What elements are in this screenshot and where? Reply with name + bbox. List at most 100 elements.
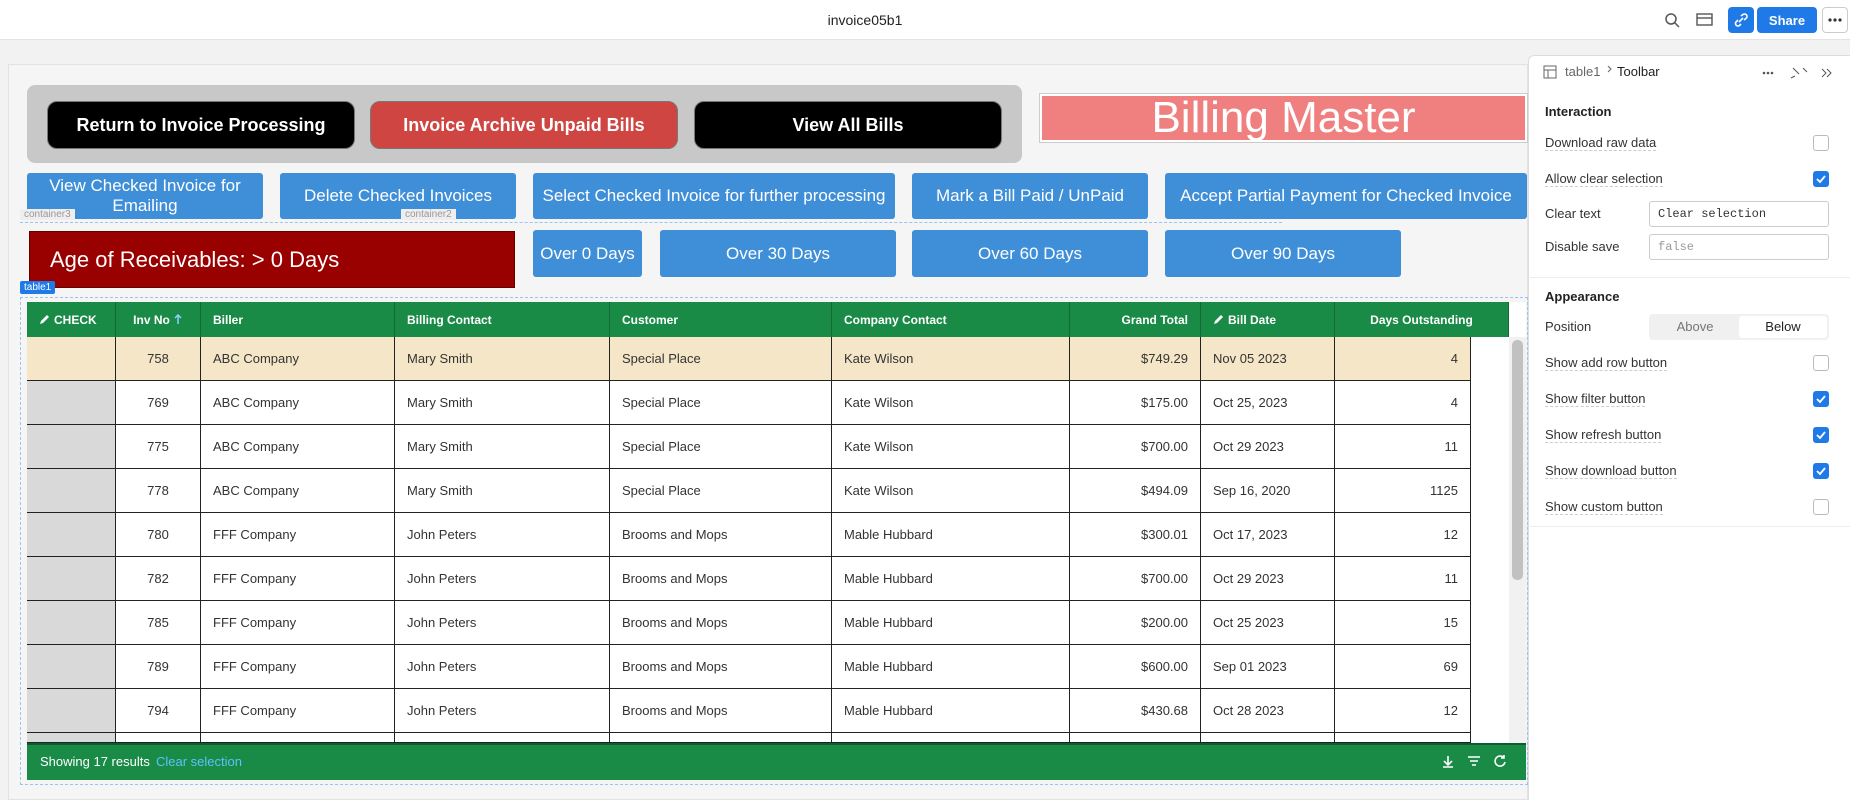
- table-cell: Mable Hubbard: [832, 601, 1070, 645]
- check-cell[interactable]: [27, 645, 116, 689]
- checkbox[interactable]: [1813, 391, 1829, 407]
- check-mark: [1816, 175, 1826, 184]
- refresh-icon[interactable]: [1493, 754, 1507, 768]
- clear-selection[interactable]: Clear selection: [156, 754, 242, 769]
- panel-controls[interactable]: [1760, 66, 1840, 80]
- table-cell: FFF Company: [201, 601, 395, 645]
- text-input[interactable]: false: [1649, 234, 1829, 260]
- table-label: table1: [20, 281, 56, 294]
- option-label: Show filter button: [1545, 391, 1646, 407]
- option-label: Position: [1545, 319, 1592, 334]
- age-button[interactable]: Over 90 Days: [1165, 230, 1401, 277]
- properties-panel: [1528, 55, 1850, 800]
- nav-button[interactable]: View All Bills: [694, 101, 1002, 149]
- checkbox[interactable]: [1813, 463, 1829, 479]
- preview-icon[interactable]: [1696, 12, 1714, 28]
- download-icon[interactable]: [1441, 754, 1455, 768]
- table-cell: ABC Company: [201, 381, 395, 425]
- share-button[interactable]: Share: [1757, 7, 1817, 33]
- breadcrumb-sep: [1606, 62, 1614, 76]
- nav-button[interactable]: Invoice Archive Unpaid Bills: [370, 101, 678, 149]
- segment[interactable]: Below: [1739, 316, 1827, 338]
- table-cell: Mable Hubbard: [832, 645, 1070, 689]
- header-label: Biller: [213, 312, 244, 327]
- table-cell: $494.09: [1070, 469, 1201, 513]
- table-cell: $700.00: [1070, 425, 1201, 469]
- table-cell: Mary Smith: [395, 469, 610, 513]
- selection-outline: [20, 222, 1282, 223]
- option-label: Disable save: [1545, 239, 1620, 254]
- divider: [1530, 526, 1850, 527]
- check-mark: [1816, 431, 1826, 440]
- column-header[interactable]: Customer: [610, 302, 832, 337]
- table-cell: Kate Wilson: [832, 425, 1070, 469]
- table-cell: [1070, 733, 1201, 743]
- table-cell: Mary Smith: [395, 425, 610, 469]
- table-cell: Nov 05 2023: [1201, 337, 1335, 381]
- check-cell[interactable]: [27, 469, 116, 513]
- table-cell: Oct 29 2023: [1201, 557, 1335, 601]
- table-cell: 12: [1335, 689, 1471, 733]
- text-input[interactable]: Clear selection: [1649, 201, 1829, 227]
- table-cell: Mary Smith: [395, 337, 610, 381]
- column-header[interactable]: Inv No: [116, 302, 201, 337]
- age-button[interactable]: Over 60 Days: [912, 230, 1148, 277]
- age-button[interactable]: Over 0 Days: [533, 230, 642, 277]
- table-cell: Oct 17, 2023: [1201, 513, 1335, 557]
- checkbox[interactable]: [1813, 427, 1829, 443]
- nav-button[interactable]: Return to Invoice Processing: [47, 101, 355, 149]
- check-cell[interactable]: [27, 733, 116, 743]
- action-button[interactable]: Delete Checked Invoices: [280, 173, 516, 219]
- check-cell[interactable]: [27, 513, 116, 557]
- action-button[interactable]: View Checked Invoice for Emailing: [27, 173, 263, 219]
- check-cell[interactable]: [27, 337, 116, 381]
- table-cell: John Peters: [395, 689, 610, 733]
- checkbox[interactable]: [1813, 499, 1829, 515]
- table-cell: Special Place: [610, 337, 832, 381]
- section-title: Interaction: [1545, 104, 1612, 119]
- action-button[interactable]: Mark a Bill Paid / UnPaid: [912, 173, 1148, 219]
- option-label: Show download button: [1545, 463, 1677, 479]
- table-cell: 785: [116, 601, 201, 645]
- column-header[interactable]: Bill Date: [1201, 302, 1335, 337]
- search-icon[interactable]: [1664, 12, 1680, 28]
- option-label: Show add row button: [1545, 355, 1668, 371]
- divider: [1530, 277, 1850, 278]
- column-header[interactable]: Billing Contact: [395, 302, 610, 337]
- table-cell: $300.01: [1070, 513, 1201, 557]
- column-header[interactable]: Biller: [201, 302, 395, 337]
- check-cell[interactable]: [27, 381, 116, 425]
- check-cell[interactable]: [27, 601, 116, 645]
- header-label: Bill Date: [1228, 312, 1277, 327]
- top-bar: [0, 0, 1850, 40]
- table-cell: Special Place: [610, 381, 832, 425]
- table-cell: Special Place: [610, 425, 832, 469]
- column-header[interactable]: Days Outstanding: [1335, 302, 1509, 337]
- column-header[interactable]: CHECK: [27, 302, 116, 337]
- check-mark: [1816, 467, 1826, 476]
- option-label: Show custom button: [1545, 499, 1663, 515]
- checkbox[interactable]: [1813, 135, 1829, 151]
- filter-icon[interactable]: [1467, 754, 1481, 768]
- segment[interactable]: Above: [1676, 319, 1714, 334]
- action-button[interactable]: Accept Partial Payment for Checked Invoi…: [1165, 173, 1527, 219]
- check-mark: [1816, 395, 1826, 404]
- age-button[interactable]: Over 30 Days: [660, 230, 896, 277]
- check-cell[interactable]: [27, 689, 116, 733]
- table-cell: Oct 25, 2023: [1201, 381, 1335, 425]
- column-header[interactable]: Grand Total: [1070, 302, 1201, 337]
- results-count: Showing 17 results: [40, 754, 150, 769]
- table-cell: Oct 29 2023: [1201, 425, 1335, 469]
- table-cell: 1125: [1335, 469, 1471, 513]
- option-label: Show refresh button: [1545, 427, 1662, 443]
- check-cell[interactable]: [27, 425, 116, 469]
- checkbox[interactable]: [1813, 171, 1829, 187]
- table-cell: $600.00: [1070, 645, 1201, 689]
- check-cell[interactable]: [27, 557, 116, 601]
- column-header[interactable]: Company Contact: [832, 302, 1070, 337]
- table-cell: John Peters: [395, 601, 610, 645]
- more-button[interactable]: [1822, 7, 1848, 33]
- table-selection: [20, 297, 1528, 785]
- checkbox[interactable]: [1813, 355, 1829, 371]
- action-button[interactable]: Select Checked Invoice for further proce…: [533, 173, 895, 219]
